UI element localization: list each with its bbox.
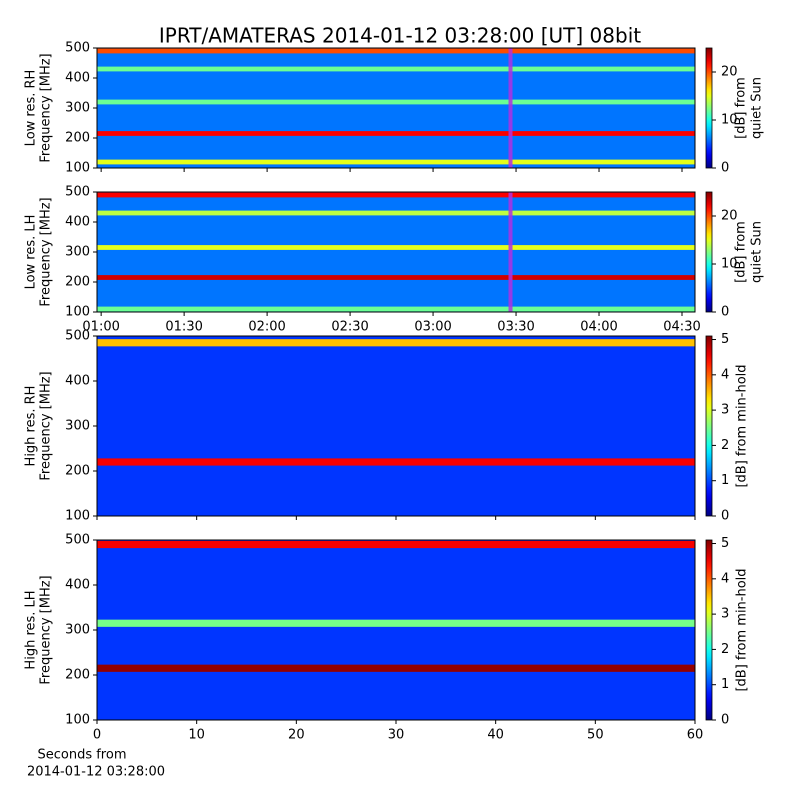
x-tick-label: 01:30: [165, 320, 202, 335]
emission-band: [97, 339, 695, 347]
x-tick-label: 60: [687, 728, 704, 743]
colorbar-label: quiet Sun: [750, 77, 765, 139]
y-tick-label: 100: [65, 509, 90, 524]
colorbar-tick-label: 10: [721, 113, 738, 128]
colorbar-tick-label: 1: [721, 677, 729, 692]
x-tick-label: 10: [188, 728, 205, 743]
y-tick-label: 300: [65, 419, 90, 434]
y-axis-label: Frequency [MHz]: [39, 575, 54, 684]
y-tick-label: 500: [65, 329, 90, 344]
colorbar-tick-label: 2: [721, 438, 729, 453]
spectrogram-background: [97, 336, 695, 516]
emission-band: [97, 458, 695, 466]
y-axis-label: Low res. RH: [24, 70, 39, 147]
footer-line: 2014-01-12 03:28:00: [27, 765, 165, 780]
x-tick-label: 01:00: [82, 320, 119, 335]
colorbar-tick-label: 5: [721, 332, 729, 347]
y-axis-label: High res. RH: [24, 386, 39, 467]
x-tick-label: 50: [587, 728, 604, 743]
y-axis-label: High res. LH: [24, 590, 39, 669]
y-tick-label: 300: [65, 623, 90, 638]
colorbar: [705, 191, 713, 313]
y-tick-label: 200: [65, 668, 90, 683]
emission-band: [97, 192, 695, 198]
emission-band: [97, 99, 695, 105]
spectrogram-background: [97, 540, 695, 720]
colorbar-tick-label: 0: [721, 161, 729, 176]
colorbar-label: quiet Sun: [750, 221, 765, 283]
y-tick-label: 200: [65, 275, 90, 290]
colorbar-label: [dB] from min-hold: [735, 568, 750, 691]
colorbar-tick-label: 1: [721, 473, 729, 488]
x-tick-label: 02:00: [248, 320, 285, 335]
y-tick-label: 100: [65, 305, 90, 320]
colorbar-tick-label: 0: [721, 509, 729, 524]
x-tick-label: 04:30: [663, 320, 700, 335]
y-axis-label: Low res. LH: [24, 215, 39, 290]
colorbar-tick-label: 10: [721, 257, 738, 272]
emission-band: [97, 664, 695, 672]
colorbar: [705, 47, 713, 169]
x-tick-label: 0: [93, 728, 101, 743]
emission-band: [97, 48, 695, 54]
colorbar-tick-label: 20: [721, 65, 738, 80]
x-tick-label: 30: [388, 728, 405, 743]
colorbar: [705, 335, 713, 517]
colorbar-tick-label: 4: [721, 571, 729, 586]
colorbar-tick-label: 20: [721, 209, 738, 224]
y-axis-label: Frequency [MHz]: [39, 197, 54, 306]
emission-band: [97, 275, 695, 280]
y-axis-label: Frequency [MHz]: [39, 371, 54, 480]
x-tick-label: 04:00: [580, 320, 617, 335]
spectrogram-background: [97, 48, 695, 168]
y-tick-label: 400: [65, 71, 90, 86]
x-tick-label: 40: [487, 728, 504, 743]
time-marker: [508, 192, 513, 312]
colorbar-tick-label: 2: [721, 642, 729, 657]
emission-band: [97, 619, 695, 627]
colorbar-label: [dB] from min-hold: [735, 364, 750, 487]
y-tick-label: 400: [65, 374, 90, 389]
colorbar-tick-label: 5: [721, 536, 729, 551]
colorbar-tick-label: 0: [721, 305, 729, 320]
y-tick-label: 500: [65, 533, 90, 548]
colorbar-label: [dB] from: [734, 77, 749, 139]
emission-band: [97, 159, 695, 165]
y-axis-label: Frequency [MHz]: [39, 53, 54, 162]
y-tick-label: 100: [65, 161, 90, 176]
footer-line: Seconds from: [37, 748, 126, 763]
x-tick-label: 02:30: [331, 320, 368, 335]
colorbar-label: [dB] from: [734, 221, 749, 283]
spectrogram-background: [97, 192, 695, 312]
colorbar-tick-label: 0: [721, 713, 729, 728]
y-tick-label: 100: [65, 713, 90, 728]
y-tick-label: 200: [65, 464, 90, 479]
x-tick-label: 03:30: [497, 320, 534, 335]
emission-band: [97, 66, 695, 72]
time-marker: [508, 48, 513, 168]
colorbar-tick-label: 3: [721, 403, 729, 418]
x-tick-label: 03:00: [414, 320, 451, 335]
y-tick-label: 200: [65, 131, 90, 146]
colorbar-tick-label: 3: [721, 607, 729, 622]
colorbar-tick-label: 4: [721, 367, 729, 382]
y-tick-label: 300: [65, 245, 90, 260]
figure-title: IPRT/AMATERAS 2014-01-12 03:28:00 [UT] 0…: [159, 24, 641, 48]
y-tick-label: 500: [65, 185, 90, 200]
y-tick-label: 400: [65, 215, 90, 230]
emission-band: [97, 306, 695, 312]
emission-band: [97, 245, 695, 250]
y-tick-label: 300: [65, 101, 90, 116]
emission-band: [97, 131, 695, 136]
x-tick-label: 20: [288, 728, 305, 743]
y-tick-label: 400: [65, 578, 90, 593]
emission-band: [97, 210, 695, 216]
y-tick-label: 500: [65, 41, 90, 56]
colorbar: [705, 539, 713, 721]
emission-band: [97, 540, 695, 549]
